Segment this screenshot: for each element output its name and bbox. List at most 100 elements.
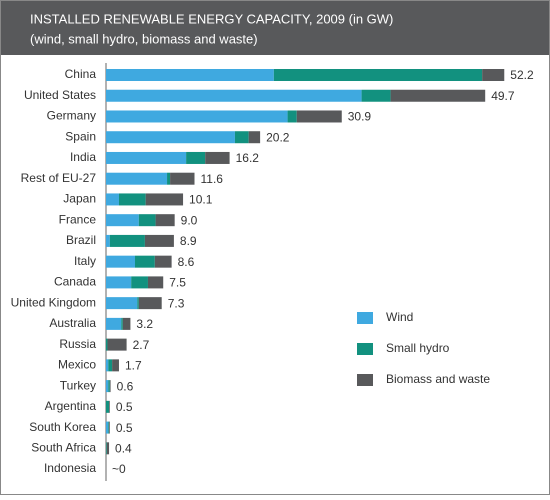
bar-segment: [106, 338, 108, 351]
y-tick-label: Italy: [74, 254, 96, 268]
bar-segment: [154, 255, 172, 268]
y-tick-label: Japan: [63, 192, 96, 206]
bar-segment: [147, 276, 164, 289]
total-label: 8.6: [178, 255, 195, 269]
legend-label: Wind: [386, 310, 413, 324]
total-label: 3.2: [136, 317, 153, 331]
total-label: 52.2: [510, 68, 534, 82]
bar-segment: [118, 193, 146, 206]
bar-segment: [122, 317, 131, 330]
bar-segment: [108, 421, 110, 434]
y-tick-label: Russia: [59, 337, 96, 351]
bar-segment: [106, 89, 362, 102]
y-tick-label: Germany: [47, 109, 96, 123]
legend-label: Biomass and waste: [386, 372, 490, 386]
bar-segment: [106, 151, 187, 164]
bar-segment: [109, 234, 145, 247]
bar-segment: [106, 400, 110, 413]
bar-segment: [109, 421, 110, 434]
bar-segment: [106, 421, 109, 434]
bar-segment: [390, 89, 486, 102]
bar-segment: [106, 172, 168, 185]
bar-segment: [361, 89, 391, 102]
y-tick-label: Mexico: [58, 358, 96, 372]
bar-segment: [106, 234, 110, 247]
bar-segment: [109, 380, 111, 393]
bar-segment: [108, 359, 113, 372]
total-label: 7.3: [168, 296, 185, 310]
total-label: 1.7: [125, 359, 142, 373]
bar-segment: [106, 442, 110, 455]
y-tick-label: United Kingdom: [11, 295, 96, 309]
y-tick-label: Canada: [54, 275, 96, 289]
bar-segment: [131, 276, 148, 289]
bar-segment: [248, 131, 261, 144]
bar-segment: [138, 214, 156, 227]
bar-segment: [170, 172, 195, 185]
bar-segment: [106, 110, 288, 123]
total-label: 0.5: [116, 421, 133, 435]
bar-segment: [138, 297, 162, 310]
y-tick-label: Turkey: [60, 378, 96, 392]
bar-segment: [107, 338, 127, 351]
y-tick-label: India: [70, 150, 96, 164]
total-label: 10.1: [189, 193, 213, 207]
total-label: 2.7: [133, 338, 150, 352]
bar-segment: [108, 380, 110, 393]
bar-segment: [205, 151, 230, 164]
y-tick-label: Australia: [49, 316, 96, 330]
bar-segment: [134, 255, 155, 268]
legend-label: Small hydro: [386, 341, 450, 355]
legend-swatch: [357, 343, 373, 355]
bar-segment: [287, 110, 297, 123]
bar-segment: [106, 276, 132, 289]
bar-segment: [106, 359, 109, 372]
y-tick-label: France: [59, 212, 97, 226]
total-label: 30.9: [348, 110, 372, 124]
bar-segment: [144, 234, 174, 247]
total-label: 0.5: [116, 400, 133, 414]
bar-segment: [121, 317, 123, 330]
bar-segment: [109, 400, 110, 413]
bar-segment: [155, 214, 175, 227]
y-tick-label: South Africa: [31, 440, 96, 454]
bar-segment: [106, 214, 139, 227]
total-label: ~0: [112, 462, 126, 476]
total-label: 9.0: [181, 213, 198, 227]
total-label: 7.5: [169, 276, 186, 290]
title-band: [1, 1, 549, 55]
bar-segment: [296, 110, 342, 123]
bar-segment: [137, 297, 139, 310]
bar-segment: [112, 359, 119, 372]
chart-title: INSTALLED RENEWABLE ENERGY CAPACITY, 200…: [30, 11, 393, 26]
bar-segment: [106, 255, 135, 268]
total-label: 0.4: [115, 441, 132, 455]
y-tick-label: China: [65, 67, 97, 81]
bar-segment: [106, 442, 107, 455]
bar-segment: [106, 380, 109, 393]
bar-segment: [106, 69, 274, 81]
bar-segment: [145, 193, 184, 206]
bar-segment: [167, 172, 171, 185]
y-tick-label: South Korea: [29, 420, 96, 434]
legend-swatch: [357, 374, 373, 386]
y-tick-label: United States: [24, 88, 96, 102]
bar-segment: [106, 193, 119, 206]
legend-swatch: [357, 312, 373, 324]
total-label: 8.9: [180, 234, 197, 248]
total-label: 0.6: [117, 379, 134, 393]
total-label: 20.2: [266, 130, 290, 144]
total-label: 49.7: [491, 89, 515, 103]
y-tick-label: Brazil: [66, 233, 96, 247]
y-tick-label: Indonesia: [44, 461, 96, 475]
y-tick-label: Argentina: [45, 399, 97, 413]
bar-segment: [234, 131, 249, 144]
bar-segment: [106, 131, 235, 144]
bar-segment: [482, 69, 505, 81]
y-tick-label: Spain: [65, 129, 96, 143]
total-label: 16.2: [236, 151, 260, 165]
bar-segment: [186, 151, 206, 164]
bar-segment: [106, 297, 138, 310]
